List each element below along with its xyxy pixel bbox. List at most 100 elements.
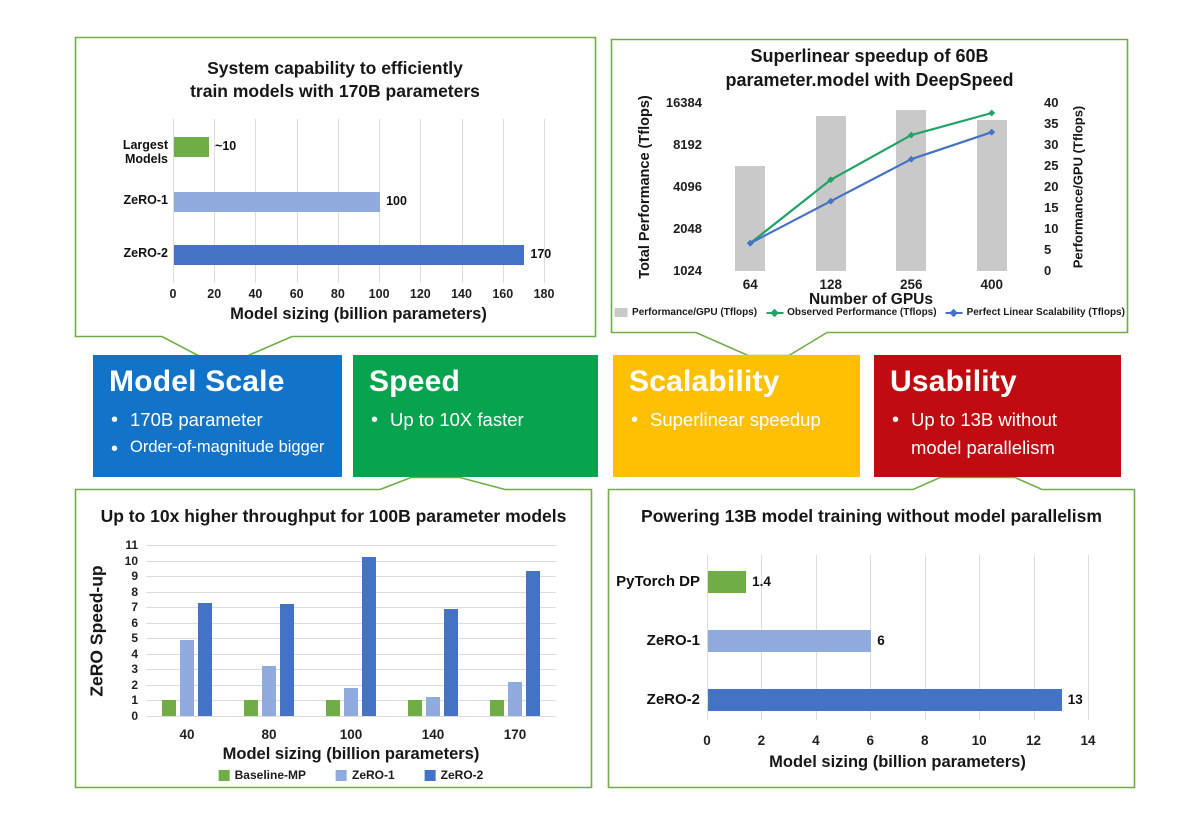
legend-marker <box>949 308 958 317</box>
value-label: 170 <box>530 247 552 261</box>
legend-label: Perfect Linear Scalability (Tflops) <box>966 307 1125 318</box>
y-tick-label: 8 <box>131 584 138 599</box>
bar <box>490 700 504 716</box>
chart-title-line: parameter.model with DeepSpeed <box>725 69 1014 90</box>
bar <box>262 666 276 716</box>
value-label: 100 <box>386 194 407 208</box>
gridline <box>1088 555 1089 720</box>
gridline <box>707 555 708 720</box>
chart-title: Powering 13B model training without mode… <box>641 506 1102 526</box>
y-tick-label: 6 <box>131 615 138 630</box>
bar <box>735 166 766 271</box>
legend-swatch-baseline <box>218 769 230 781</box>
gridline <box>924 555 926 720</box>
bar <box>174 137 210 157</box>
legend-label: ZeRO-2 <box>440 768 484 782</box>
bar <box>896 110 927 271</box>
x-tick-label: 180 <box>533 287 555 301</box>
y-tick-label: 1 <box>131 693 138 708</box>
legend-item: Baseline-MP <box>218 768 306 782</box>
category-label: ZeRO-2 <box>646 691 700 708</box>
chart-title: Up to 10x higher throughput for 100B par… <box>100 506 567 526</box>
legend-swatch-observed-line <box>766 308 784 317</box>
category-label: Largest Models <box>122 138 168 166</box>
legend-swatch-zero1 <box>335 769 347 781</box>
right-tick-label: 15 <box>1044 200 1059 215</box>
right-tick-label: 20 <box>1044 179 1059 194</box>
x-tick-label: 0 <box>703 733 711 748</box>
y-tick-label: 11 <box>125 538 138 552</box>
left-tick-label: 16384 <box>665 95 702 110</box>
left-tick-label: 1024 <box>673 263 702 278</box>
bar <box>815 116 846 271</box>
gridline <box>146 716 556 717</box>
x-tick-label: 120 <box>409 287 431 301</box>
feature-box-title: Scalability <box>629 365 780 398</box>
feature-bullet: Order-of-magnitude bigger <box>109 433 332 465</box>
gridline <box>502 119 504 283</box>
legend-item: ZeRO-1 <box>335 768 395 782</box>
bar <box>526 571 540 716</box>
right-tick-label: 10 <box>1044 221 1059 236</box>
gridline <box>146 669 556 671</box>
category-label: 100 <box>339 727 363 742</box>
y-axis-title: ZeRO Speed-up <box>86 565 107 697</box>
right-tick-label: 5 <box>1044 242 1052 257</box>
gridline <box>1033 555 1035 720</box>
x-axis-title: Model sizing (billion parameters) <box>230 305 487 323</box>
bar <box>508 681 522 716</box>
y-tick-label: 0 <box>131 709 138 723</box>
x-tick-label: 14 <box>1080 733 1096 748</box>
bar <box>244 700 258 716</box>
category-label: 256 <box>899 277 923 292</box>
data-point-marker <box>988 109 996 117</box>
y-tick-label: 10 <box>124 553 138 568</box>
chart-title-line: train models with 170B parameters <box>190 81 480 102</box>
chart-capability: System capability to efficiently train m… <box>75 37 595 337</box>
data-line <box>749 131 993 245</box>
y-tick-label: 9 <box>131 569 138 584</box>
legend-item: Performance/GPU (Tflops) <box>614 307 757 318</box>
left-tick-label: 8192 <box>673 137 702 152</box>
x-tick-label: 2 <box>757 733 766 748</box>
x-axis-title: Model sizing (billion parameters) <box>222 745 480 763</box>
right-tick-label: 25 <box>1044 158 1059 173</box>
legend-label: Baseline-MP <box>234 768 306 782</box>
x-tick-label: 100 <box>368 287 390 301</box>
y-tick-label: 5 <box>131 631 138 646</box>
legend-item: Perfect Linear Scalability (Tflops) <box>945 307 1125 318</box>
x-tick-label: 10 <box>971 733 987 748</box>
category-label: ZeRO-2 <box>123 246 168 260</box>
chart-title-line: Superlinear speedup of 60B <box>750 46 989 66</box>
y-tick-label: 2 <box>131 677 138 692</box>
feature-box-model-scale: Model Scale 170B parameterOrder-of-magni… <box>93 355 342 477</box>
right-tick-label: 30 <box>1044 137 1059 152</box>
x-tick-label: 20 <box>207 287 222 301</box>
chart-throughput: Up to 10x higher throughput for 100B par… <box>75 489 592 787</box>
feature-box-speed: Speed Up to 10X faster <box>353 355 598 477</box>
feature-box-usability: Usability Up to 13B without model parall… <box>874 355 1121 477</box>
feature-box-bullets: Up to 10X faster <box>353 405 598 435</box>
x-axis-title: Number of GPUs <box>808 291 933 308</box>
value-label: 13 <box>1067 692 1083 707</box>
x-tick-label: 40 <box>248 287 263 301</box>
gridline <box>420 119 422 283</box>
left-tick-label: 4096 <box>673 179 702 194</box>
x-tick-label: 80 <box>330 287 345 301</box>
category-label: 128 <box>819 277 843 292</box>
x-tick-label: 12 <box>1026 733 1042 748</box>
feature-bullet: Up to 10X faster <box>369 405 588 435</box>
feature-box-title: Usability <box>890 365 1017 398</box>
legend-label: ZeRO-1 <box>351 768 395 782</box>
legend-item: Observed Performance (Tflops) <box>766 307 937 318</box>
x-tick-label: 4 <box>812 733 820 748</box>
gridline <box>146 622 556 624</box>
category-label: 140 <box>421 727 445 742</box>
legend-swatch-linear-line <box>945 308 963 317</box>
feature-box-scalability: Scalability Superlinear speedup <box>613 355 860 477</box>
x-tick-label: 140 <box>451 287 472 301</box>
value-label: 1.4 <box>752 574 771 589</box>
bar <box>976 119 1007 271</box>
x-axis-title: Model sizing (billion parameters) <box>769 753 1026 771</box>
legend-label: Performance/GPU (Tflops) <box>632 307 758 318</box>
